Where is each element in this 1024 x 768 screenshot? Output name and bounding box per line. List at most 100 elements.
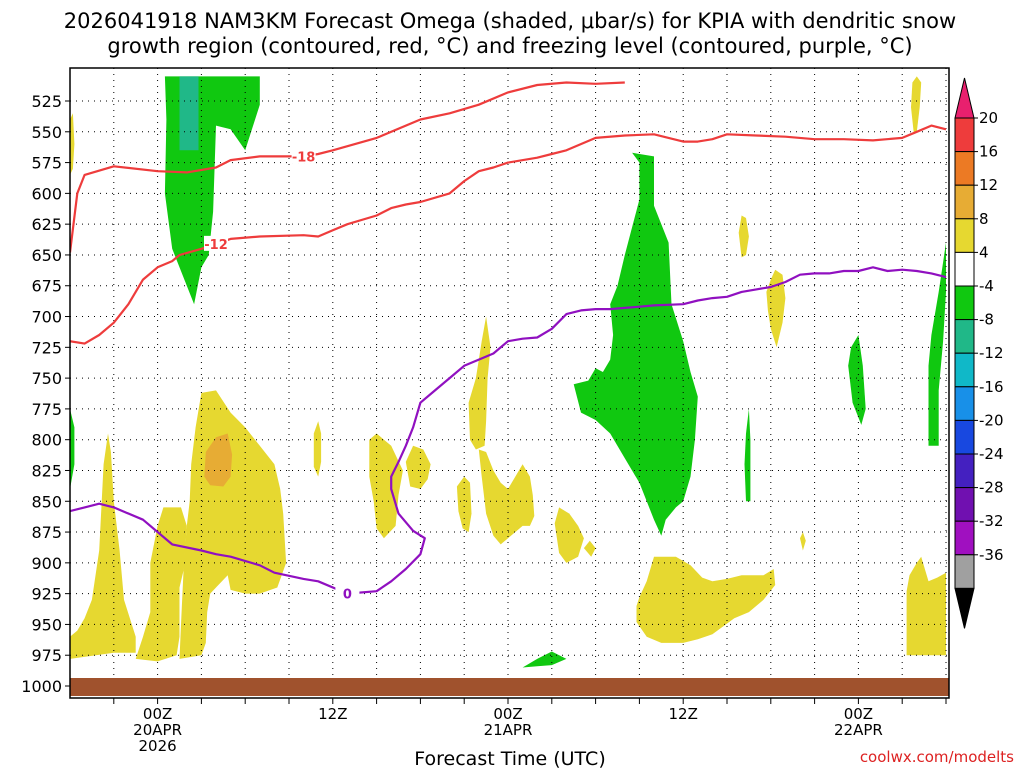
ytick-label-600: 600 xyxy=(31,184,62,203)
colorbar-top-arrow xyxy=(954,77,975,119)
xtick-label-0-1: 20APR xyxy=(133,721,182,739)
colorbar-box-7 xyxy=(954,352,975,388)
colorbar-box-11 xyxy=(954,487,975,522)
y-axis: 525 550 575 600 625 650 675 700 725 750 775 800 825 8… xyxy=(21,92,70,696)
colorbar-box-9 xyxy=(954,419,975,455)
colorbar-label-1: 16 xyxy=(979,143,998,161)
plot-frame xyxy=(69,67,950,699)
omega-area-4 xyxy=(848,335,866,425)
ytick-label-550: 550 xyxy=(31,123,62,142)
omega-area-24 xyxy=(738,215,749,258)
freezing-level-contour-label: 0 xyxy=(343,588,352,603)
omega-area-20 xyxy=(636,556,776,643)
colorbar-box-4 xyxy=(954,251,975,287)
omega-area-1 xyxy=(179,76,199,151)
freezing-level-contour xyxy=(70,266,947,595)
omega-area-12 xyxy=(313,421,322,477)
omega-area-18 xyxy=(554,507,584,563)
colorbar-box-1 xyxy=(954,151,975,186)
ytick-label-575: 575 xyxy=(31,154,62,173)
xtick-label-0-2: 2026 xyxy=(139,737,177,755)
omega-area-19 xyxy=(583,540,596,557)
omega-area-14 xyxy=(405,445,431,489)
ytick-label-925: 925 xyxy=(31,585,62,604)
omega-area-6 xyxy=(744,408,751,502)
colorbar-label-2: 12 xyxy=(979,176,998,194)
colorbar-label-13: -36 xyxy=(979,546,1004,564)
ytick-label-800: 800 xyxy=(31,431,62,450)
omega-area-5 xyxy=(928,242,946,446)
xtick-label-36-0: 12Z xyxy=(669,705,698,723)
omega-area-3 xyxy=(573,152,698,536)
ground-terrain xyxy=(70,678,949,696)
colorbar-label-0: 20 xyxy=(979,109,998,127)
colorbar-bottom-arrow xyxy=(954,587,975,629)
dgz-contour-m12 xyxy=(70,124,947,345)
plot-background xyxy=(70,68,949,698)
omega-shading xyxy=(70,76,946,668)
ytick-label-975: 975 xyxy=(31,646,62,665)
omega-area-13 xyxy=(369,433,403,539)
credit-text: coolwx.com/modelts xyxy=(860,748,1014,766)
omega-area-25 xyxy=(766,269,786,348)
dgz-contour-m12-label: -12 xyxy=(204,238,228,253)
ytick-label-675: 675 xyxy=(31,277,62,296)
colorbar-label-10: -24 xyxy=(979,445,1004,463)
colorbar-box-3 xyxy=(954,218,975,253)
xtick-label-0-0: 00Z xyxy=(143,705,172,723)
colorbar-box-13 xyxy=(954,554,975,589)
grid-lines xyxy=(70,68,949,698)
colorbar-label-6: -8 xyxy=(979,311,994,329)
omega-area-22 xyxy=(911,76,922,135)
ytick-label-900: 900 xyxy=(31,554,62,573)
contour-lines xyxy=(70,81,947,595)
ytick-label-525: 525 xyxy=(31,92,62,111)
colorbar-box-8 xyxy=(954,386,975,421)
omega-area-7 xyxy=(522,651,567,668)
ytick-label-850: 850 xyxy=(31,492,62,511)
xtick-label-48-0: 00Z xyxy=(844,705,873,723)
xtick-label-48-1: 22APR xyxy=(834,721,883,739)
ytick-label-725: 725 xyxy=(31,338,62,357)
ytick-label-775: 775 xyxy=(31,400,62,419)
colorbar-box-0 xyxy=(954,117,975,153)
xtick-label-24-0: 00Z xyxy=(493,705,522,723)
freezing-level-contour-label-bg xyxy=(335,585,360,601)
omega-area-16 xyxy=(478,449,535,545)
xtick-label-24-1: 21APR xyxy=(484,721,533,739)
dgz-contour-m18 xyxy=(70,81,625,253)
ytick-label-1000: 1000 xyxy=(21,677,62,696)
colorbar-label-12: -32 xyxy=(979,512,1004,530)
colorbar: 20 16 12 8 4 -4 -8 -12 -16 -20 -24 -28 -32 -36 xyxy=(954,77,1004,629)
colorbar-box-10 xyxy=(954,453,975,489)
colorbar-label-7: -12 xyxy=(979,344,1004,362)
ytick-label-825: 825 xyxy=(31,461,62,480)
ytick-label-650: 650 xyxy=(31,246,62,265)
chart-title-line2: growth region (contoured, red, °C) and f… xyxy=(107,34,912,58)
colorbar-box-12 xyxy=(954,520,975,556)
omega-area-21 xyxy=(906,556,946,656)
omega-area-26 xyxy=(800,532,806,551)
colorbar-label-11: -28 xyxy=(979,479,1004,497)
dgz-contour-m18-label-bg xyxy=(291,148,316,164)
ytick-label-700: 700 xyxy=(31,308,62,327)
colorbar-label-4: 4 xyxy=(979,243,989,261)
omega-area-23 xyxy=(70,113,75,175)
xtick-label-12-0: 12Z xyxy=(318,705,347,723)
colorbar-box-5 xyxy=(954,285,975,321)
dgz-contour-m18-label: -18 xyxy=(292,150,316,165)
x-axis-label: Forecast Time (UTC) xyxy=(414,748,605,768)
ytick-label-950: 950 xyxy=(31,615,62,634)
ytick-label-875: 875 xyxy=(31,523,62,542)
colorbar-label-5: -4 xyxy=(979,277,994,295)
omega-area-2 xyxy=(70,408,75,489)
omega-area-8 xyxy=(70,433,136,659)
colorbar-label-8: -16 xyxy=(979,378,1004,396)
omega-area-15 xyxy=(468,316,491,450)
omega-area-11 xyxy=(204,433,233,487)
colorbar-label-3: 8 xyxy=(979,210,989,228)
colorbar-label-9: -20 xyxy=(979,411,1004,429)
colorbar-box-6 xyxy=(954,319,975,354)
